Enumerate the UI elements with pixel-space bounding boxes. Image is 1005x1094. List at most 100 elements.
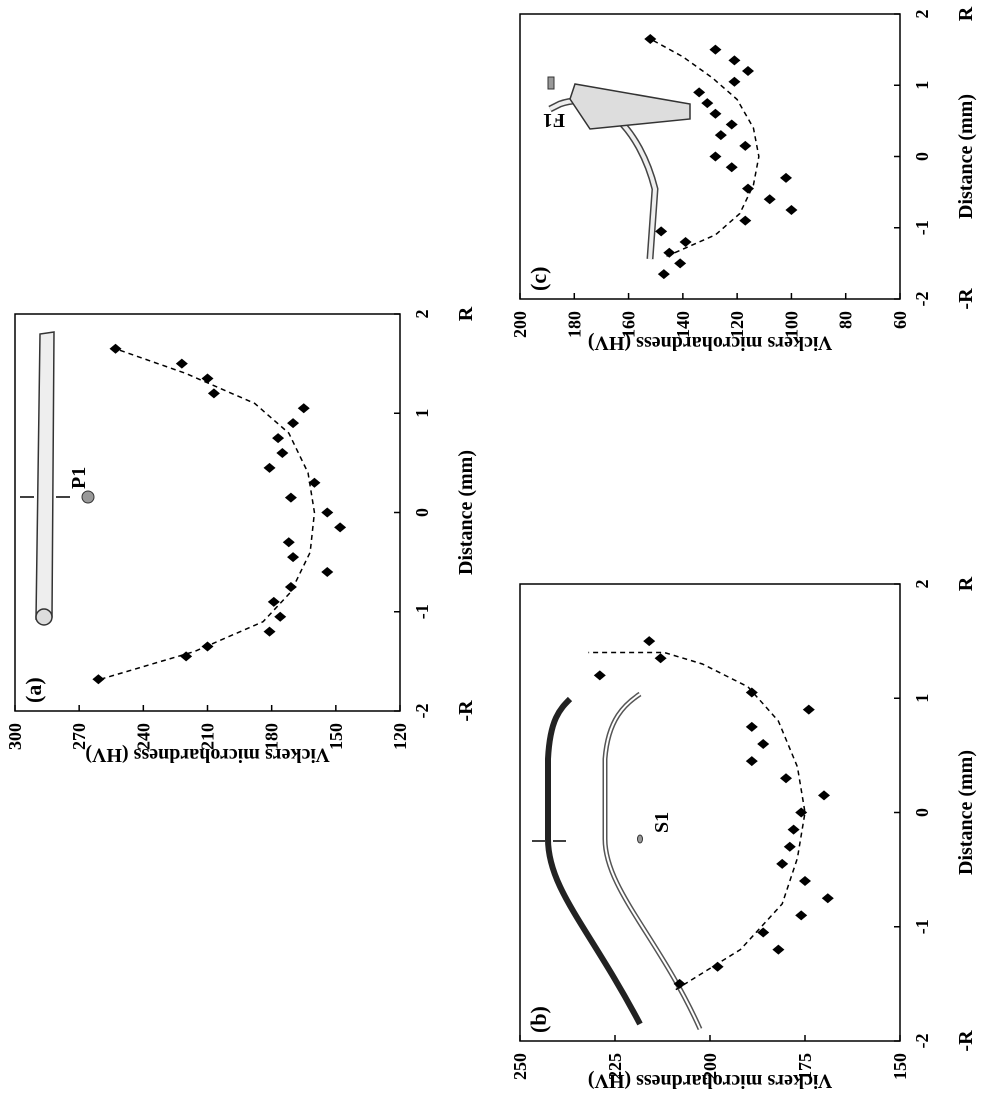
end-label: R — [955, 576, 977, 591]
panel: -2 -1 0 1 2 -R R 150 175 200 225 250 Distance (mm) Vi… — [510, 576, 977, 1092]
data-point — [175, 358, 188, 369]
x-tick-label: -1 — [912, 220, 932, 235]
data-point — [745, 687, 758, 698]
data-point — [92, 674, 105, 685]
data-point — [783, 841, 796, 852]
panel: -2 -1 0 1 2 -R R 60 80 100 120 140 160 180 200 Distance… — [510, 6, 977, 354]
inset-rod — [35, 331, 55, 620]
x-tick-label: 1 — [412, 409, 432, 418]
data-point — [643, 636, 656, 647]
data-point — [276, 447, 289, 458]
data-point — [308, 477, 321, 488]
data-point — [263, 462, 276, 473]
y-tick-label: 250 — [510, 1053, 530, 1080]
inset-base — [569, 83, 691, 130]
data-point — [673, 978, 686, 989]
inset-label: S1 — [651, 812, 673, 833]
data-point — [728, 76, 741, 87]
data-point — [272, 433, 285, 444]
y-tick-label: 120 — [727, 311, 747, 338]
data-point — [763, 194, 776, 205]
data-point — [821, 893, 834, 904]
data-point — [742, 183, 754, 194]
rotated-figure: -2-1012-RR120150180210240270300Distance … — [5, 6, 977, 1092]
x-tick-label: -2 — [912, 292, 932, 307]
data-point — [109, 343, 122, 354]
data-point — [725, 162, 738, 173]
inset-label: F1 — [543, 109, 565, 131]
data-point — [663, 247, 676, 258]
data-point — [742, 66, 754, 76]
data-point — [757, 927, 770, 938]
data-point — [287, 418, 300, 429]
data-point — [728, 55, 741, 66]
x-tick-label: 2 — [912, 580, 932, 589]
x-tick-label: 2 — [412, 310, 432, 319]
data-point — [787, 824, 800, 835]
data-point — [739, 140, 752, 151]
data-point — [201, 373, 214, 384]
data-point — [657, 269, 670, 280]
y-tick-label: 120 — [390, 723, 410, 750]
panel: -2 -1 0 1 2 -R R 120 150 180 210 240 270 300 Distance … — [5, 306, 477, 766]
y-tick-label: 180 — [262, 723, 282, 750]
data-point — [654, 653, 667, 664]
data-point — [297, 403, 310, 414]
data-point — [795, 807, 808, 818]
end-label: -R — [955, 1030, 977, 1052]
data-point — [785, 204, 798, 215]
data-point — [725, 119, 738, 130]
y-axis-title: Vickers microhardness (HV) — [588, 332, 832, 354]
data-point — [201, 641, 214, 652]
y-tick-label: 60 — [890, 311, 910, 329]
end-label: -R — [455, 700, 477, 722]
data-point — [818, 790, 830, 801]
y-tick-label: 300 — [5, 723, 25, 750]
y-tick-label: 270 — [69, 723, 89, 750]
data-point — [739, 215, 752, 226]
data-point — [714, 130, 727, 141]
y-axis-title: Vickers microhardness (HV) — [85, 744, 329, 766]
y-tick-label: 210 — [198, 723, 218, 750]
y-tick-label: 140 — [673, 311, 693, 338]
y-tick-label: 150 — [326, 723, 346, 750]
data-point — [274, 611, 287, 622]
data-point — [745, 756, 758, 767]
data-point — [284, 492, 297, 503]
x-axis-title: Distance (mm) — [955, 94, 977, 219]
inset-strip — [604, 693, 701, 1030]
data-point — [776, 858, 789, 869]
panel-label: (b) — [526, 1006, 551, 1033]
y-tick-label: 225 — [605, 1053, 625, 1080]
data-point — [180, 651, 193, 662]
y-tick-label: 180 — [564, 311, 584, 338]
inset-section — [547, 76, 555, 90]
plot-frame — [519, 583, 901, 1042]
y-tick-label: 100 — [781, 311, 801, 338]
panel-label: (a) — [21, 677, 46, 703]
data-point — [334, 522, 347, 533]
data-point — [780, 773, 792, 784]
data-point — [679, 237, 692, 247]
data-point — [709, 108, 722, 119]
x-tick-label: 0 — [912, 152, 932, 161]
data-point — [772, 944, 785, 955]
fit-curve — [100, 348, 316, 680]
y-tick-label: 200 — [510, 311, 530, 338]
panel-label: (c) — [526, 267, 551, 291]
x-tick-label: 1 — [912, 694, 932, 703]
data-point — [711, 961, 724, 972]
inset-rod-end — [35, 608, 53, 626]
inset-strip — [602, 691, 703, 1031]
inset-strip — [545, 696, 643, 1026]
data-point — [644, 33, 657, 44]
x-tick-label: 0 — [912, 808, 932, 817]
y-tick-label: 200 — [700, 1053, 720, 1080]
data-point — [709, 151, 722, 162]
x-tick-label: 1 — [912, 81, 932, 90]
inset-section — [81, 490, 95, 504]
data-point — [757, 738, 770, 749]
data-point — [780, 172, 792, 183]
